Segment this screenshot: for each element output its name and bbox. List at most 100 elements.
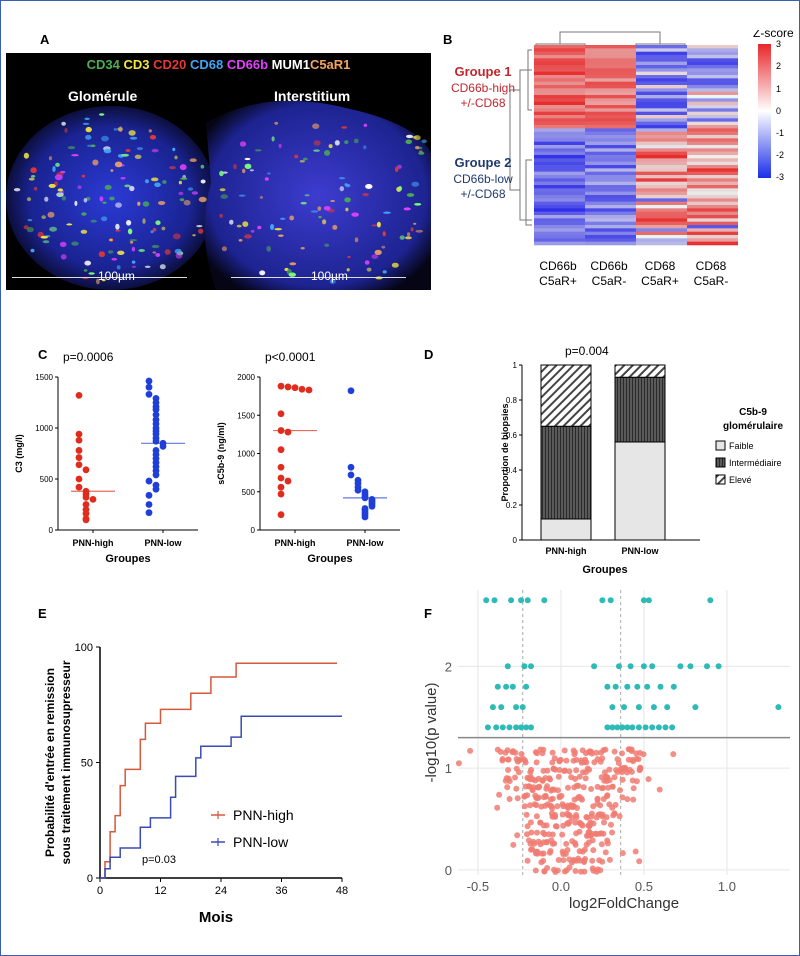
heatmap-cell <box>636 105 687 109</box>
heatmap-cell <box>687 138 738 142</box>
heatmap-cell <box>534 205 585 209</box>
glomerule-label: Glomérule <box>68 88 138 104</box>
cell-mark <box>169 166 176 170</box>
nonsignificant-point <box>589 831 596 837</box>
heatmap-cell <box>636 165 687 169</box>
nonsignificant-point <box>537 746 544 753</box>
heatmap-cell <box>636 48 687 52</box>
significant-point <box>513 724 520 731</box>
heatmap-cell <box>636 168 687 172</box>
heatmap-cell <box>636 221 687 226</box>
significant-point <box>704 663 710 670</box>
scale-label-right: 100µm <box>311 269 348 283</box>
nonsignificant-point <box>608 821 614 828</box>
heatmap-cell <box>534 128 585 132</box>
x-tick-label: 0.5 <box>635 879 653 894</box>
cell-mark <box>136 147 143 151</box>
sc5b9-chart: 0 500 1000 1500 2000 p<0.0001 PNN-high PNN-low G… <box>216 350 400 565</box>
nonsignificant-point <box>573 814 580 821</box>
data-point <box>347 471 355 479</box>
significant-point <box>645 597 652 604</box>
x-tick-label: PNN-low <box>145 538 183 548</box>
heatmap-cell <box>687 185 738 189</box>
nonsignificant-point <box>554 803 561 810</box>
y-axis-title: Proportion de biopsies <box>500 403 510 501</box>
heatmap-cell <box>534 235 585 239</box>
heatmap-cell <box>534 168 585 172</box>
cell-mark <box>115 223 120 230</box>
heatmap-cell <box>534 81 585 86</box>
significant-point <box>609 704 616 711</box>
cell-mark <box>172 233 181 240</box>
cell-mark <box>415 229 424 233</box>
cell-mark <box>220 194 228 199</box>
heatmap-cell <box>534 125 585 129</box>
nonsignificant-point <box>529 846 536 853</box>
data-point <box>277 410 285 418</box>
y-tick-label: 0 <box>513 536 518 545</box>
cell-mark <box>129 185 135 192</box>
data-point <box>354 486 362 494</box>
cell-mark <box>353 138 359 144</box>
heatmap-cell <box>585 131 636 136</box>
heatmap-cell <box>534 201 585 206</box>
data-point <box>82 501 90 508</box>
cell-mark <box>403 207 411 211</box>
significant-point <box>640 597 647 604</box>
significant-point <box>634 683 641 690</box>
heatmap-cell <box>585 221 636 226</box>
cell-mark <box>254 149 262 152</box>
heatmap-cell <box>687 111 738 116</box>
heatmap-cell <box>636 55 687 59</box>
cell-mark <box>322 219 327 225</box>
x-axis-title: Groupes <box>307 553 352 565</box>
heatmap-cell <box>636 141 687 146</box>
cell-mark <box>157 201 166 205</box>
heatmap-cell <box>636 208 687 212</box>
cell-mark <box>104 184 112 190</box>
nonsignificant-point <box>551 840 558 847</box>
microscopy-image: CD34 CD3 CD20 CD68 CD66b MUM1C5aR1 Glomé… <box>6 53 431 290</box>
col4-l2: C5aR- <box>694 274 729 288</box>
cell-mark <box>219 170 224 177</box>
nonsignificant-point <box>566 864 573 871</box>
data-point <box>277 382 285 390</box>
heatmap-cell <box>534 58 585 62</box>
heatmap-cell <box>534 185 585 189</box>
cell-mark <box>345 184 351 188</box>
nonsignificant-point <box>573 756 580 763</box>
heatmap-cell <box>687 48 738 52</box>
cell-mark <box>111 257 118 261</box>
heatmap-cell <box>687 68 738 72</box>
heatmap-cell <box>687 238 738 242</box>
cell-mark <box>71 154 79 157</box>
cell-mark <box>219 213 224 218</box>
nonsignificant-point <box>563 757 570 764</box>
heatmap-cell <box>687 81 738 86</box>
nonsignificant-point <box>588 810 595 817</box>
significant-point <box>518 597 525 604</box>
heatmap-cell <box>534 65 585 69</box>
cell-mark <box>366 267 372 272</box>
heatmap-cell <box>687 91 738 96</box>
survival-curve <box>100 662 337 879</box>
heatmap-cell <box>534 151 585 156</box>
cell-mark <box>61 195 67 201</box>
data-point <box>347 387 355 395</box>
cell-mark <box>304 194 310 197</box>
nonsignificant-point <box>541 831 548 838</box>
heatmap-cell <box>585 201 636 206</box>
heatmap-cell <box>687 51 738 56</box>
significant-point <box>499 724 506 731</box>
row-dendrogram <box>509 49 532 226</box>
cell-mark <box>44 196 49 202</box>
heatmap-cell <box>534 121 585 126</box>
significant-point <box>607 597 614 604</box>
x-tick-label: 48 <box>336 885 348 897</box>
cell-mark <box>382 231 386 237</box>
x-axis-title: log2FoldChange <box>569 895 679 912</box>
zscore-tick: 0 <box>776 106 781 116</box>
cell-mark <box>411 181 420 187</box>
nonsignificant-point <box>540 767 547 774</box>
cell-mark <box>114 161 123 168</box>
